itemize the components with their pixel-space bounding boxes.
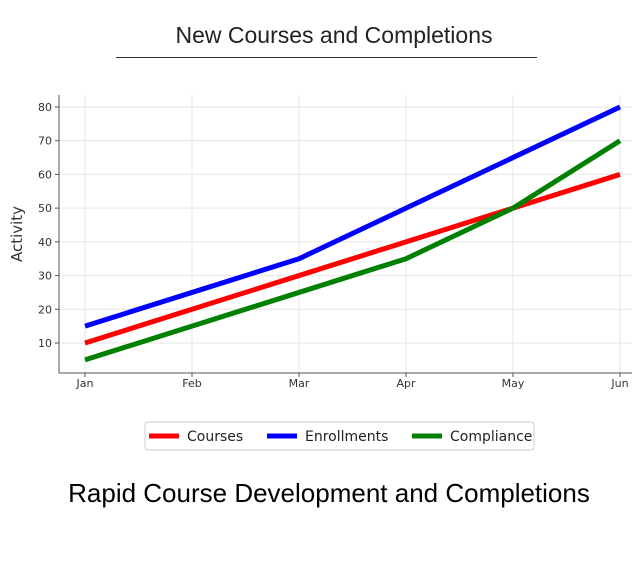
chart-caption: Rapid Course Development and Completions (68, 478, 590, 508)
series-lines (84, 104, 622, 363)
y-tick-label: 20 (38, 303, 52, 316)
x-tick-label: Mar (289, 377, 310, 390)
y-axis-label: Activity (8, 206, 26, 262)
y-tick-label: 60 (38, 168, 52, 181)
grid-lines (59, 95, 632, 373)
x-tick-label: Jun (610, 377, 628, 390)
legend-box (144, 421, 535, 451)
header-divider (116, 57, 537, 58)
y-tick-label: 70 (38, 135, 52, 148)
y-tick-label: 80 (38, 101, 52, 114)
legend: Courses Enrollments Compliance (144, 421, 535, 451)
y-tick-label: 30 (38, 270, 52, 283)
y-tick-label: 10 (38, 337, 52, 350)
legend-label-compliance: Compliance (450, 429, 532, 445)
legend-label-enrollments: Enrollments (305, 429, 388, 445)
legend-label-courses: Courses (187, 429, 243, 445)
x-tick-labels: Jan Feb Mar Apr May Jun (76, 373, 629, 390)
x-tick-label: Apr (396, 377, 416, 390)
chart-header-title: New Courses and Completions (175, 22, 493, 48)
y-tick-labels: 10 20 30 40 50 60 70 80 (38, 101, 59, 350)
line-chart: 10 20 30 40 50 60 70 80 Jan Feb Mar Apr May Jun Acti… (8, 95, 632, 451)
series-line-compliance (84, 138, 622, 363)
series-line-enrollments (84, 104, 622, 329)
chart-axes (58, 95, 632, 374)
x-tick-label: Jan (76, 377, 94, 390)
series-line-courses (84, 172, 621, 346)
x-tick-label: Feb (182, 377, 201, 390)
y-tick-label: 50 (38, 202, 52, 215)
y-tick-label: 40 (38, 236, 52, 249)
x-tick-label: May (502, 377, 525, 390)
